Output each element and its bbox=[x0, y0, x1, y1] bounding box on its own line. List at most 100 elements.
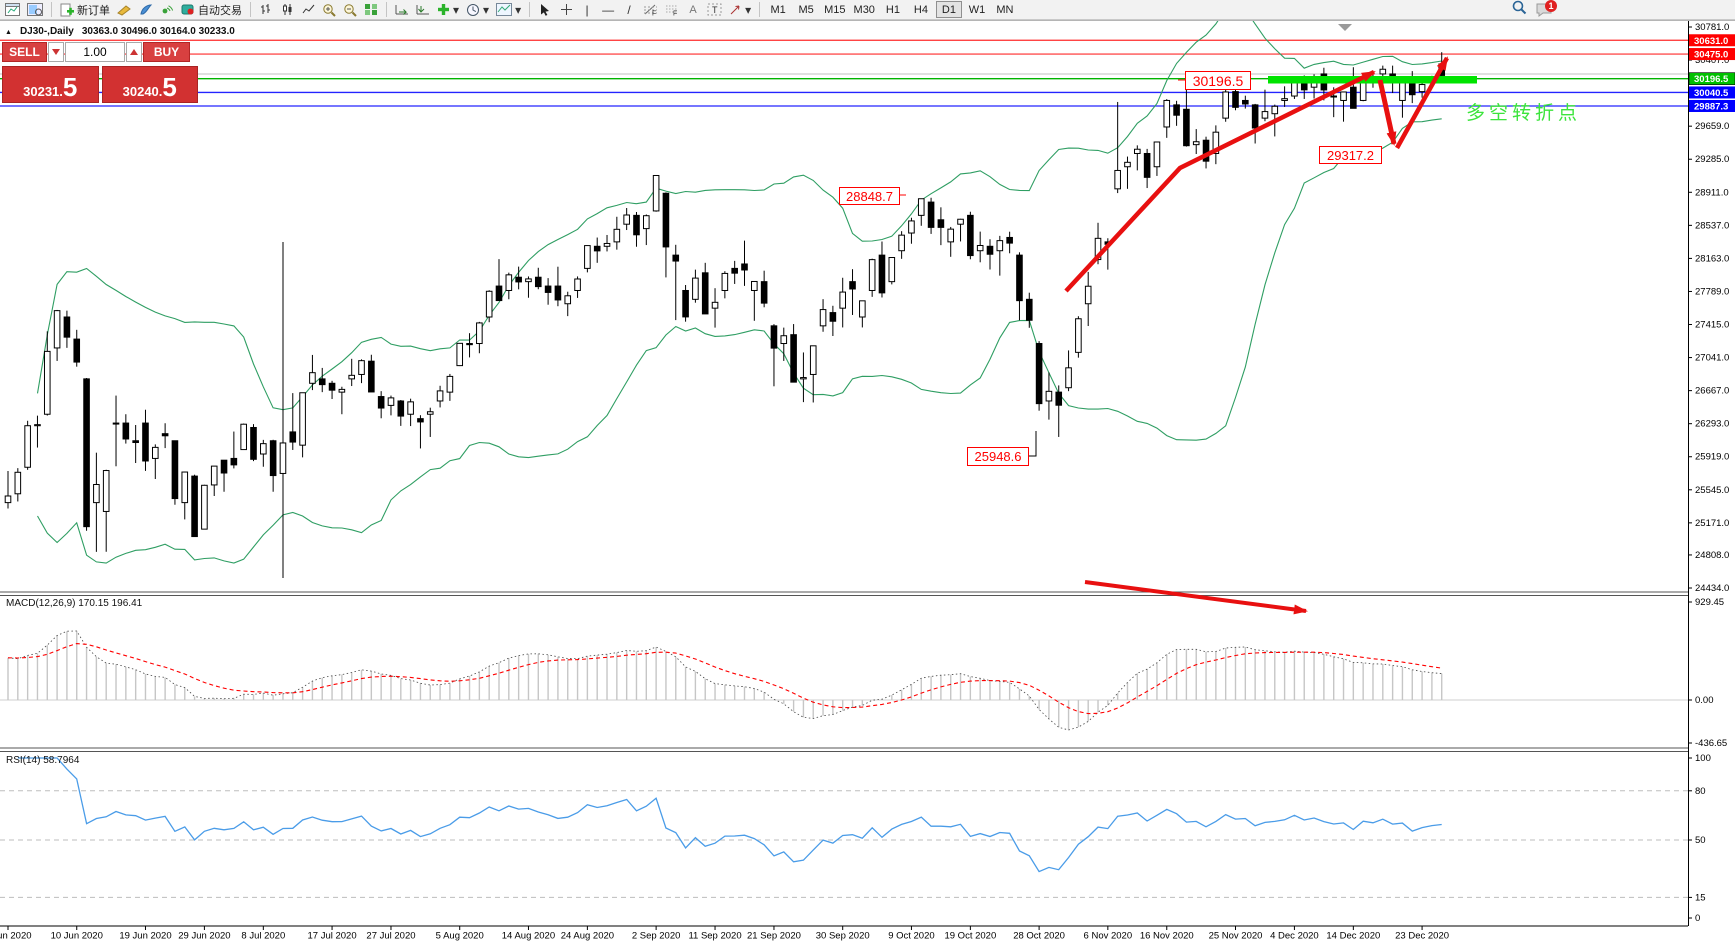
periods-button[interactable]: ▾ bbox=[463, 1, 492, 19]
main-chart-panel bbox=[0, 21, 1688, 578]
price-scale[interactable]: 30781.0 30407.0 29659.0 29285.0 28911.0 28537… bbox=[1688, 21, 1735, 926]
svg-text:17 Jul 2020: 17 Jul 2020 bbox=[307, 931, 356, 942]
symbol-period-label: DJ30-,Daily bbox=[19, 26, 74, 37]
sell-price-display[interactable]: 30231. 5 bbox=[2, 66, 99, 103]
price-badge bbox=[1689, 34, 1735, 47]
turning-point-annotation: 多空转折点 bbox=[1466, 103, 1582, 124]
chart-title-bar: ▲ DJ30-,Daily 30363.0 30496.0 30164.0 30… bbox=[5, 26, 235, 37]
volume-input[interactable] bbox=[65, 42, 125, 62]
new-order-button[interactable]: 新订单 bbox=[57, 1, 113, 19]
svg-text:30 Sep 2020: 30 Sep 2020 bbox=[816, 931, 870, 942]
svg-text:24808.0: 24808.0 bbox=[1695, 550, 1729, 561]
timeframe-mn[interactable]: MN bbox=[992, 1, 1018, 18]
rebound-arrow bbox=[1395, 56, 1449, 150]
toolbar-right-group: 1 bbox=[1511, 0, 1557, 20]
search-icon[interactable] bbox=[1511, 0, 1527, 20]
vertical-line-tool-button[interactable]: | bbox=[577, 1, 597, 19]
arrows-tool-button[interactable]: ▾ bbox=[726, 1, 754, 19]
notification-count-badge: 1 bbox=[1545, 0, 1557, 12]
add-indicator-button[interactable]: ▾ bbox=[434, 1, 462, 19]
dropdown-caret-icon: ▾ bbox=[453, 2, 460, 17]
timeframe-m30[interactable]: M30 bbox=[851, 1, 878, 18]
timeframe-w1[interactable]: W1 bbox=[964, 1, 990, 18]
price-badge bbox=[1688, 72, 1735, 85]
timeframe-m1[interactable]: M1 bbox=[765, 1, 791, 18]
chart-shift-button[interactable] bbox=[413, 1, 433, 19]
tile-windows-button[interactable] bbox=[361, 1, 381, 19]
svg-text:8 Jul 2020: 8 Jul 2020 bbox=[241, 931, 285, 942]
line-chart-mode-button[interactable] bbox=[298, 1, 318, 19]
volume-decrease-button[interactable] bbox=[48, 42, 64, 62]
text-label-tool-button[interactable]: T bbox=[704, 1, 725, 19]
svg-text:16 Nov 2020: 16 Nov 2020 bbox=[1140, 931, 1194, 942]
toolbar-separator bbox=[386, 2, 387, 17]
volume-increase-button[interactable] bbox=[126, 42, 142, 62]
rsi-line bbox=[17, 757, 1442, 873]
svg-text:100: 100 bbox=[1695, 753, 1711, 764]
panel-resize-handle[interactable] bbox=[0, 746, 1735, 753]
autoscroll-button[interactable] bbox=[392, 1, 412, 19]
rsi-panel bbox=[0, 757, 1688, 898]
fibonacci-tool-button[interactable]: F bbox=[640, 1, 661, 19]
buy-button[interactable]: BUY bbox=[143, 42, 190, 62]
svg-text:30040.5: 30040.5 bbox=[1694, 88, 1729, 99]
svg-text:24 Aug 2020: 24 Aug 2020 bbox=[561, 931, 614, 942]
timeframe-h4[interactable]: H4 bbox=[908, 1, 934, 18]
svg-text:25 Nov 2020: 25 Nov 2020 bbox=[1209, 931, 1263, 942]
sell-button[interactable]: SELL bbox=[2, 42, 47, 62]
collapse-triangle-icon[interactable]: ▲ bbox=[5, 29, 12, 36]
price-annotation-box: 29317.2 bbox=[1319, 146, 1382, 164]
svg-text:29659.0: 29659.0 bbox=[1695, 121, 1729, 132]
time-scale[interactable]: 1 Jun 2020 10 Jun 2020 19 Jun 2020 29 Jun 2… bbox=[0, 926, 1449, 942]
bollinger-lower-band bbox=[37, 118, 1442, 564]
svg-text:24434.0: 24434.0 bbox=[1695, 583, 1729, 594]
macd-signal-line bbox=[7, 643, 1442, 715]
macd-panel bbox=[0, 630, 1688, 731]
bar-chart-mode-button[interactable] bbox=[256, 1, 276, 19]
mql-community-button[interactable] bbox=[136, 1, 156, 19]
trendline-tool-button[interactable]: / bbox=[619, 1, 639, 19]
chart-profiles-button[interactable] bbox=[24, 1, 46, 19]
svg-text:30475.0: 30475.0 bbox=[1694, 50, 1728, 61]
ohlc-values: 30363.0 30496.0 30164.0 30233.0 bbox=[81, 26, 235, 37]
dropdown-caret-icon: ▾ bbox=[515, 2, 522, 17]
mobile-app-button[interactable] bbox=[157, 1, 177, 19]
svg-text:25545.0: 25545.0 bbox=[1695, 485, 1729, 496]
timeframe-h1[interactable]: H1 bbox=[880, 1, 906, 18]
triangle-down-icon bbox=[52, 49, 60, 55]
zoom-in-button[interactable] bbox=[319, 1, 339, 19]
new-chart-button[interactable] bbox=[2, 1, 23, 19]
price-annotation-box: 28848.7 bbox=[839, 187, 900, 205]
svg-text:23 Dec 2020: 23 Dec 2020 bbox=[1395, 931, 1449, 942]
rsi-indicator-label: RSI(14) 58.7964 bbox=[6, 755, 80, 766]
notifications-icon[interactable]: 1 bbox=[1535, 0, 1557, 18]
grid-tool-button[interactable]: F bbox=[662, 1, 682, 19]
metaeditor-button[interactable] bbox=[114, 1, 135, 19]
cursor-tool-button[interactable] bbox=[535, 1, 555, 19]
trend-arrows bbox=[1064, 56, 1449, 615]
autotrading-button[interactable]: 自动交易 bbox=[178, 1, 245, 19]
candlestick-mode-button[interactable] bbox=[277, 1, 297, 19]
panel-resize-handle[interactable] bbox=[0, 590, 1735, 597]
text-tool-button[interactable]: A bbox=[683, 1, 703, 19]
crosshair-tool-button[interactable] bbox=[556, 1, 576, 19]
svg-text:10 Jun 2020: 10 Jun 2020 bbox=[51, 931, 103, 942]
svg-text:30631.0: 30631.0 bbox=[1694, 36, 1728, 47]
svg-text:0.00: 0.00 bbox=[1695, 695, 1714, 706]
svg-text:27415.0: 27415.0 bbox=[1695, 320, 1729, 331]
svg-text:30407.0: 30407.0 bbox=[1695, 55, 1729, 66]
toolbar-separator bbox=[51, 2, 52, 17]
buy-price-display[interactable]: 30240. 5 bbox=[101, 66, 198, 103]
timeframe-m15[interactable]: M15 bbox=[821, 1, 848, 18]
svg-text:-436.65: -436.65 bbox=[1695, 738, 1727, 749]
timeframe-m5[interactable]: M5 bbox=[793, 1, 819, 18]
svg-text:2 Sep 2020: 2 Sep 2020 bbox=[632, 931, 681, 942]
timeframe-toolbar: M1 M5 M15 M30 H1 H4 D1 W1 MN bbox=[765, 1, 1018, 18]
svg-text:F: F bbox=[673, 11, 677, 17]
horizontal-line-tool-button[interactable]: — bbox=[598, 1, 618, 19]
zoom-out-button[interactable] bbox=[340, 1, 360, 19]
templates-button[interactable]: ▾ bbox=[493, 1, 524, 19]
timeframe-d1[interactable]: D1 bbox=[935, 1, 962, 18]
svg-text:27041.0: 27041.0 bbox=[1695, 353, 1729, 364]
